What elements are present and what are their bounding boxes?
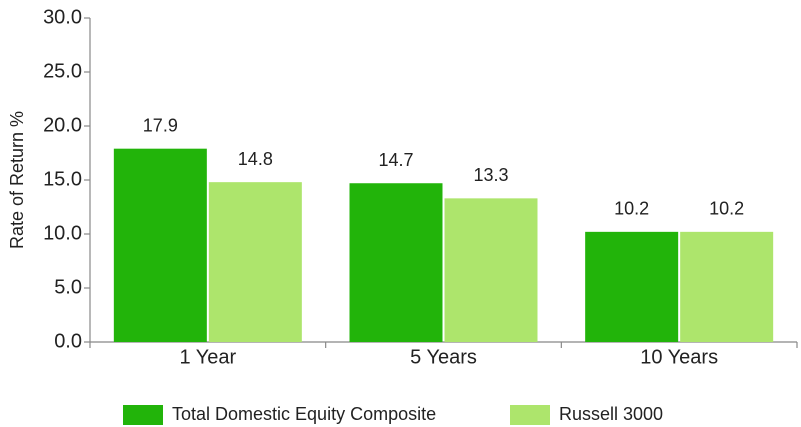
y-tick-label: 10.0 — [43, 222, 82, 244]
legend-swatch — [510, 405, 550, 425]
y-tick-label: 5.0 — [54, 276, 82, 298]
y-axis-label: Rate of Return % — [7, 111, 27, 249]
bar — [113, 148, 207, 342]
legend-swatch — [123, 405, 163, 425]
x-tick-label: 10 Years — [640, 346, 718, 368]
y-tick-label: 0.0 — [54, 330, 82, 352]
x-tick-label: 1 Year — [179, 346, 236, 368]
y-tick-label: 20.0 — [43, 114, 82, 136]
x-tick-label: 5 Years — [410, 346, 477, 368]
bar — [444, 198, 538, 342]
data-label: 17.9 — [143, 115, 178, 135]
data-label: 10.2 — [614, 199, 649, 219]
bar — [208, 182, 302, 342]
data-label: 10.2 — [709, 199, 744, 219]
bar — [680, 231, 774, 342]
data-label: 14.7 — [378, 150, 413, 170]
data-label: 13.3 — [473, 165, 508, 185]
y-tick-label: 30.0 — [43, 6, 82, 28]
legend-label: Russell 3000 — [559, 404, 663, 424]
bar — [585, 231, 679, 342]
data-label: 14.8 — [238, 149, 273, 169]
legend-label: Total Domestic Equity Composite — [172, 404, 436, 424]
y-tick-label: 25.0 — [43, 60, 82, 82]
y-tick-label: 15.0 — [43, 168, 82, 190]
bar — [349, 183, 443, 342]
